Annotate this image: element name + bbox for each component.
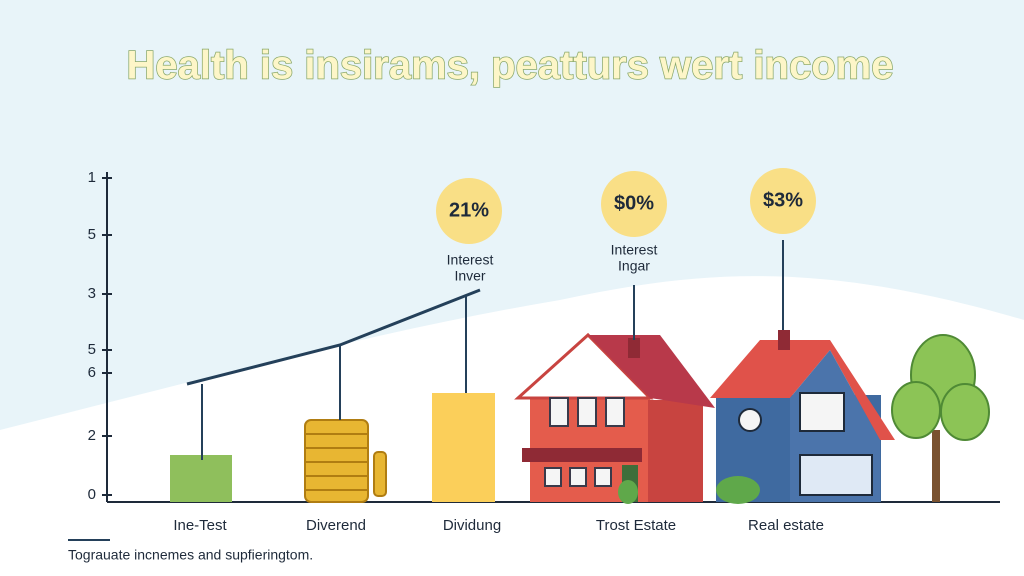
category-label: Real estate [748,517,824,534]
axis-label: 1 [88,169,96,186]
title: Health is insirams, peatturs wert income [127,44,894,88]
axis-label: 6 [88,364,96,381]
badge-label: $3% [763,189,803,211]
axis-label: 3 [88,285,96,302]
caption: Interest [447,252,494,268]
coin-stack [304,419,387,503]
category-label: Ine-Test [173,517,227,534]
axis-label: 0 [88,486,96,503]
badge-label: $0% [614,192,654,214]
axis-label: 5 [88,226,96,243]
axis-label: 2 [88,427,96,444]
axis-labels: 1 5 3 5 6 2 0 [88,169,112,503]
green-bar [170,455,232,502]
caption: Inver [454,268,485,284]
yellow-bar [432,393,495,502]
category-label: Diverend [306,517,366,534]
caption: Ingar [618,258,650,274]
category-label: Dividung [443,517,501,534]
caption: Interest [611,242,658,258]
shrub [716,476,760,504]
badge-circle [601,171,667,237]
tree [891,334,990,502]
badge-circle [436,178,502,244]
labels: Ine-Test Diverend Dividung Trost Estate Real… [173,168,824,534]
badge-label: 21% [449,199,489,221]
badge-circle [750,168,816,234]
category-label: Trost Estate [596,517,676,534]
axis-label: 5 [88,341,96,358]
shrub [618,480,638,504]
footnote: Tograuate incnemes and supfieringtom. [68,547,313,563]
